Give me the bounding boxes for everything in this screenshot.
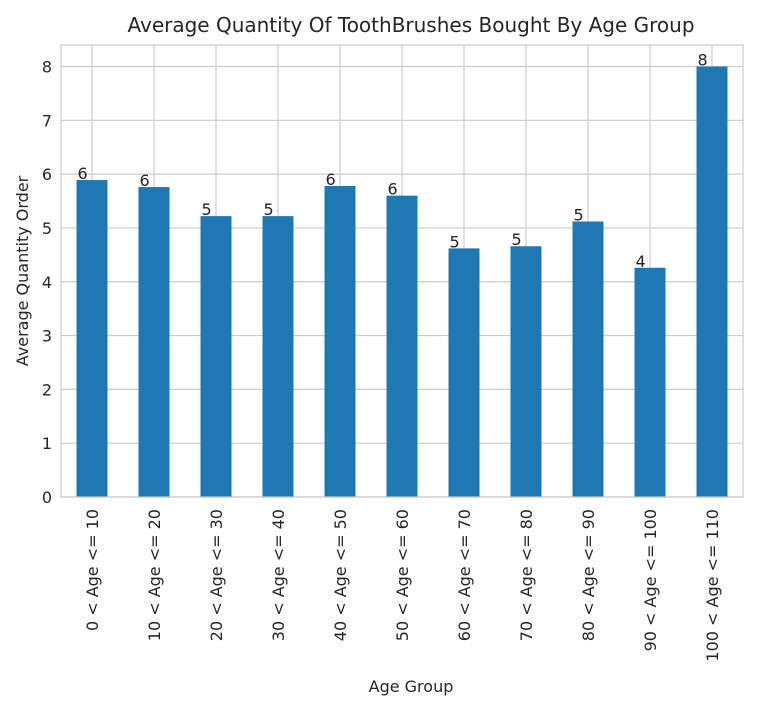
y-tick-label: 1 bbox=[42, 434, 52, 453]
x-tick-label: 20 < Age <= 30 bbox=[207, 509, 226, 641]
x-tick-label: 0 < Age <= 10 bbox=[83, 509, 102, 631]
chart-title: Average Quantity Of ToothBrushes Bought … bbox=[127, 13, 694, 37]
bar bbox=[200, 216, 232, 497]
data-label: 5 bbox=[264, 200, 274, 219]
data-label: 5 bbox=[202, 200, 212, 219]
y-tick-label: 7 bbox=[42, 111, 52, 130]
bar bbox=[696, 66, 728, 498]
plot-frame bbox=[60, 44, 744, 498]
x-tick-label: 100 < Age <= 110 bbox=[703, 509, 722, 662]
y-tick-label: 0 bbox=[42, 488, 52, 507]
x-tick-label: 80 < Age <= 90 bbox=[579, 509, 598, 641]
bar-layer bbox=[76, 66, 728, 498]
y-tick-label: 6 bbox=[42, 165, 52, 184]
data-label: 8 bbox=[698, 51, 708, 70]
data-label: 6 bbox=[140, 171, 150, 190]
y-tick-label: 5 bbox=[42, 219, 52, 238]
data-label: 5 bbox=[450, 232, 460, 251]
y-axis-label: Average Quantity Order bbox=[13, 175, 32, 366]
x-axis-label: Age Group bbox=[369, 677, 454, 696]
bar bbox=[76, 180, 108, 498]
y-tick-label: 8 bbox=[42, 58, 52, 77]
bar bbox=[386, 195, 418, 497]
data-label: 6 bbox=[388, 180, 398, 199]
x-tick-label: 10 < Age <= 20 bbox=[145, 509, 164, 641]
bar bbox=[324, 185, 356, 497]
bar bbox=[510, 246, 542, 497]
bar bbox=[138, 187, 170, 498]
y-tick-label: 3 bbox=[42, 327, 52, 346]
x-tick-label: 40 < Age <= 50 bbox=[331, 509, 350, 641]
y-tick-label: 4 bbox=[42, 273, 52, 292]
y-tick-label: 2 bbox=[42, 380, 52, 399]
x-tick-label: 90 < Age <= 100 bbox=[641, 509, 660, 651]
data-label: 6 bbox=[78, 164, 88, 183]
data-labels: 6 6 5 5 6 6 5 5 5 4 8 bbox=[78, 51, 708, 271]
bar bbox=[448, 248, 480, 497]
bar bbox=[634, 267, 666, 497]
x-tick-label: 60 < Age <= 70 bbox=[455, 509, 474, 641]
y-tick-labels: 0 1 2 3 4 5 6 7 8 bbox=[42, 58, 52, 507]
x-tick-label: 50 < Age <= 60 bbox=[393, 509, 412, 641]
data-label: 5 bbox=[512, 230, 522, 249]
bar bbox=[572, 221, 604, 497]
data-label: 6 bbox=[326, 170, 336, 189]
bar bbox=[262, 216, 294, 497]
data-label: 4 bbox=[636, 252, 646, 271]
x-tick-label: 30 < Age <= 40 bbox=[269, 509, 288, 641]
x-tick-label: 70 < Age <= 80 bbox=[517, 509, 536, 641]
data-label: 5 bbox=[574, 205, 584, 224]
x-tick-labels: 0 < Age <= 10 10 < Age <= 20 20 < Age <= 3… bbox=[83, 509, 722, 662]
